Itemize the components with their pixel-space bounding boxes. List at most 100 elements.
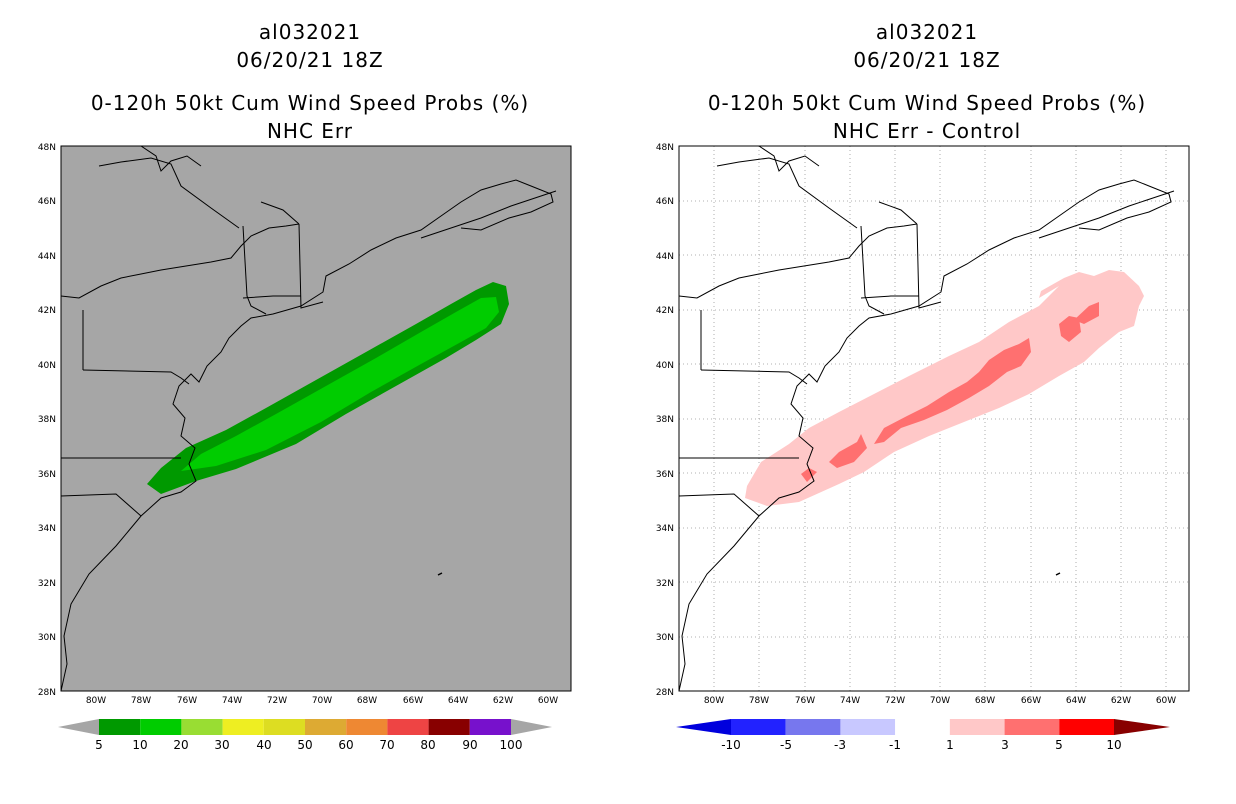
lat-label: 46N <box>656 197 674 207</box>
colorbar-box <box>140 719 182 735</box>
lon-label: 66W <box>403 696 423 706</box>
diff-3-5 <box>801 302 1099 482</box>
lon-label: 70W <box>312 696 332 706</box>
lat-label: 44N <box>656 252 674 262</box>
left-colorbar-boxes <box>99 719 511 735</box>
colorbar-high-arrow <box>1114 719 1170 735</box>
right-cb-label: 10 <box>1106 738 1121 752</box>
colorbar-box <box>346 719 388 735</box>
right-cb-label: -1 <box>889 738 901 752</box>
lon-label: 62W <box>493 696 513 706</box>
left-coastline <box>61 146 557 691</box>
lat-label: 46N <box>38 197 56 207</box>
colorbar-box <box>785 719 841 735</box>
lon-label: 72W <box>267 696 287 706</box>
lat-label: 30N <box>38 633 56 643</box>
left-colorbar: 5 10 20 30 40 50 60 70 80 90 100 <box>58 719 552 752</box>
left-lat-axis: 48N 46N 44N 42N 40N 38N 36N 34N 32N 30N … <box>38 143 56 698</box>
lon-label: 60W <box>538 696 558 706</box>
right-cb-label: -3 <box>834 738 846 752</box>
left-title: 0-120h 50kt Cum Wind Speed Probs (%) <box>91 91 529 115</box>
right-subtitle: NHC Err - Control <box>833 119 1021 143</box>
left-cb-label: 5 <box>95 738 103 752</box>
lat-label: 42N <box>656 306 674 316</box>
lon-label: 66W <box>1021 696 1041 706</box>
left-datetime: 06/20/21 18Z <box>236 48 383 72</box>
lat-label: 32N <box>656 579 674 589</box>
lon-label: 80W <box>86 696 106 706</box>
lat-label: 34N <box>656 524 674 534</box>
right-coastline <box>679 146 1175 691</box>
colorbar-box <box>949 719 1005 735</box>
lon-label: 80W <box>704 696 724 706</box>
colorbar-low-arrow <box>676 719 731 735</box>
lat-label: 40N <box>656 361 674 371</box>
lon-label: 72W <box>885 696 905 706</box>
colorbar-box <box>263 719 305 735</box>
lon-label: 64W <box>1066 696 1086 706</box>
left-cb-label: 90 <box>462 738 477 752</box>
left-map <box>61 146 571 691</box>
lat-label: 28N <box>656 688 674 698</box>
lat-label: 44N <box>38 252 56 262</box>
left-cb-label: 70 <box>379 738 394 752</box>
lon-label: 64W <box>448 696 468 706</box>
lon-label: 74W <box>222 696 242 706</box>
left-map-frame <box>60 145 572 692</box>
lon-label: 74W <box>840 696 860 706</box>
colorbar-box <box>840 719 896 735</box>
left-colorbar-high-arrow <box>511 719 552 735</box>
bermuda <box>437 572 443 576</box>
left-panel: al032021 06/20/21 18Z 0-120h 50kt Cum Wi… <box>38 20 572 752</box>
right-cb-label: 1 <box>946 738 954 752</box>
right-colorbar-boxes <box>676 719 1170 735</box>
right-lon-axis: 80W 78W 76W 74W 72W 70W 68W 66W 64W 62W … <box>704 696 1176 706</box>
lat-label: 32N <box>38 579 56 589</box>
right-datetime: 06/20/21 18Z <box>853 48 1000 72</box>
lat-label: 36N <box>656 470 674 480</box>
left-lon-axis: 80W 78W 76W 74W 72W 70W 68W 66W 64W 62W … <box>86 696 558 706</box>
left-cb-label: 100 <box>500 738 523 752</box>
lon-label: 60W <box>1156 696 1176 706</box>
left-cb-label: 50 <box>297 738 312 752</box>
right-title: 0-120h 50kt Cum Wind Speed Probs (%) <box>708 91 1146 115</box>
right-diff-swath <box>745 270 1144 506</box>
lon-label: 68W <box>357 696 377 706</box>
lon-label: 78W <box>131 696 151 706</box>
colorbar-box <box>99 719 141 735</box>
right-storm-id: al032021 <box>876 20 978 44</box>
left-cb-label: 40 <box>256 738 271 752</box>
colorbar-box <box>731 719 786 735</box>
lon-label: 78W <box>749 696 769 706</box>
colorbar-box <box>1004 719 1060 735</box>
left-prob-swath <box>147 282 509 494</box>
lat-label: 28N <box>38 688 56 698</box>
left-colorbar-low-arrow <box>58 719 99 735</box>
bermuda <box>1055 572 1061 576</box>
swath-10-20 <box>181 297 499 471</box>
left-subtitle: NHC Err <box>267 119 353 143</box>
lat-label: 34N <box>38 524 56 534</box>
lat-label: 36N <box>38 470 56 480</box>
lon-label: 68W <box>975 696 995 706</box>
left-cb-label: 10 <box>132 738 147 752</box>
right-cb-label: 3 <box>1001 738 1009 752</box>
left-cb-label: 60 <box>338 738 353 752</box>
colorbar-box <box>305 719 347 735</box>
lon-label: 76W <box>177 696 197 706</box>
left-cb-label: 80 <box>420 738 435 752</box>
lon-label: 62W <box>1111 696 1131 706</box>
right-cb-label: -10 <box>721 738 741 752</box>
lat-label: 48N <box>656 143 674 153</box>
colorbar-box <box>895 719 950 735</box>
left-storm-id: al032021 <box>259 20 361 44</box>
right-colorbar: -10 -5 -3 -1 1 3 5 10 <box>676 719 1170 752</box>
right-cb-label: 5 <box>1055 738 1063 752</box>
right-lat-axis: 48N 46N 44N 42N 40N 38N 36N 34N 32N 30N … <box>656 143 674 698</box>
right-cb-label: -5 <box>780 738 792 752</box>
colorbar-box <box>387 719 429 735</box>
lat-label: 38N <box>656 415 674 425</box>
right-panel: al032021 06/20/21 18Z 0-120h 50kt Cum Wi… <box>656 20 1190 752</box>
left-cb-label: 20 <box>173 738 188 752</box>
